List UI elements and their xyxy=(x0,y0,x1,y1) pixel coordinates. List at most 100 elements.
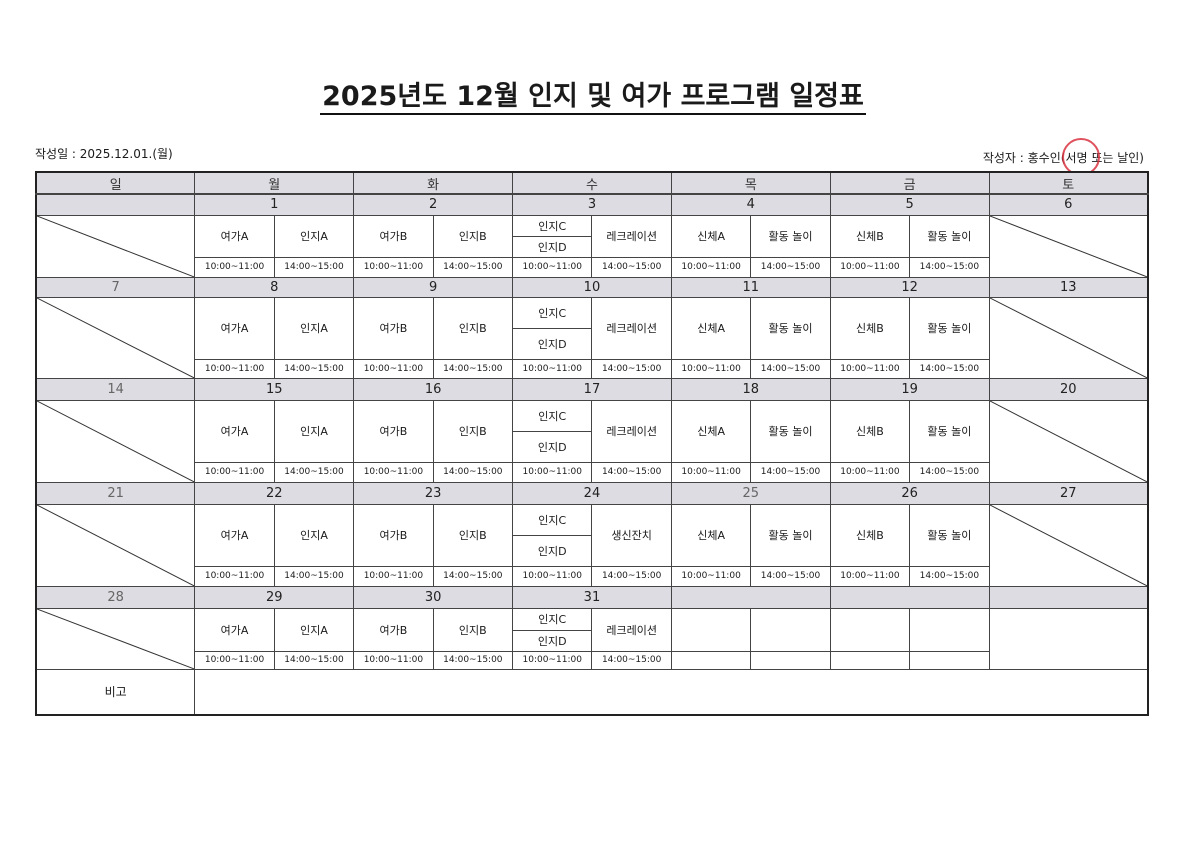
date-cell: 17 xyxy=(512,377,672,401)
time-row: 10:00~11:00 14:00~15:00 10:00~11:00 14:00~1… xyxy=(36,565,1148,587)
program-cell: 인지D xyxy=(512,629,593,652)
date-cell xyxy=(829,585,990,609)
program-row: 인지D xyxy=(36,430,1148,463)
program-row: 여가A 인지A 여가B 인지B 인지C 생신잔치 신체A 활동 놀이 신체B 활동 놀이 xyxy=(35,503,1149,587)
date-cell: 6 xyxy=(988,193,1149,216)
saturday-empty-cell xyxy=(988,503,1149,587)
empty-program-cell xyxy=(750,607,831,652)
weekday-header: 화 xyxy=(353,171,514,195)
time-cell: 14:00~15:00 xyxy=(591,358,672,379)
time-row: 10:00~11:00 14:00~15:00 10:00~11:00 14:00~1… xyxy=(36,650,1148,670)
program-cell: 여가B xyxy=(353,399,434,463)
date-cell: 8 xyxy=(194,276,355,298)
diagonal-line xyxy=(990,505,1147,586)
weekday-header: 일 xyxy=(35,171,196,195)
date-cell: 27 xyxy=(988,481,1149,505)
notes-row: 비고 xyxy=(35,668,1149,716)
date-cell: 2 xyxy=(353,193,514,216)
program-row: 여가A 인지A 여가B 인지B 인지C 레크레이션 신체A 활동 놀이 신체B 활동 놀이 xyxy=(35,296,1149,379)
date-cell: 30 xyxy=(353,585,514,609)
program-cell: 인지A xyxy=(273,503,355,567)
weekday-header: 월 xyxy=(194,171,355,195)
empty-time-cell xyxy=(670,650,752,670)
program-cell: 여가B xyxy=(353,607,434,652)
program-row: 인지D xyxy=(36,327,1148,360)
program-cell: 인지C xyxy=(512,607,593,631)
date-cell: 25 xyxy=(670,481,831,505)
diagonal-line xyxy=(990,298,1147,378)
time-cell: 14:00~15:00 xyxy=(432,650,514,670)
time-cell: 14:00~15:00 xyxy=(273,358,355,379)
time-cell: 14:00~15:00 xyxy=(750,565,831,587)
time-cell: 14:00~15:00 xyxy=(273,650,355,670)
title-text: 2025년도 12월 인지 및 여가 프로그램 일정표 xyxy=(320,81,866,115)
program-cell: 인지D xyxy=(512,327,593,360)
time-cell: 14:00~15:00 xyxy=(909,358,990,379)
program-cell: 여가A xyxy=(194,399,275,463)
time-cell: 10:00~11:00 xyxy=(670,256,752,278)
time-row: 10:00~11:00 14:00~15:00 10:00~11:00 14:00~1… xyxy=(36,358,1148,379)
time-cell: 14:00~15:00 xyxy=(591,565,672,587)
program-cell: 인지A xyxy=(273,214,355,258)
program-cell: 인지D xyxy=(512,534,593,567)
diagonal-line xyxy=(990,216,1147,277)
time-cell: 14:00~15:00 xyxy=(432,565,514,587)
program-cell: 신체A xyxy=(670,503,752,567)
diagonal-line xyxy=(37,401,194,482)
time-cell: 14:00~15:00 xyxy=(591,256,672,278)
empty-time-cell xyxy=(909,650,990,670)
program-row: 여가A 인지A 여가B 인지B 인지C 레크레이션 신체A 활동 놀이 신체B 활동 놀이 xyxy=(35,399,1149,483)
date-cell: 3 xyxy=(512,193,672,216)
program-cell: 레크레이션 xyxy=(591,296,672,360)
time-cell: 14:00~15:00 xyxy=(273,256,355,278)
program-cell: 활동 놀이 xyxy=(750,503,831,567)
program-cell: 여가B xyxy=(353,296,434,360)
program-row: 여가A 인지A 여가B 인지B 인지C 레크레이션 xyxy=(35,607,1149,670)
document-title: 2025년도 12월 인지 및 여가 프로그램 일정표 xyxy=(0,74,1186,115)
time-cell: 10:00~11:00 xyxy=(353,650,434,670)
program-cell: 인지B xyxy=(432,214,514,258)
program-cell: 인지B xyxy=(432,503,514,567)
time-cell: 14:00~15:00 xyxy=(432,358,514,379)
date-cell: 21 xyxy=(35,481,196,505)
empty-time-cell xyxy=(750,650,831,670)
program-cell: 인지C xyxy=(512,503,593,536)
sunday-empty-cell xyxy=(35,607,196,670)
program-cell: 여가A xyxy=(194,296,275,360)
date-cell: 31 xyxy=(512,585,672,609)
time-cell: 10:00~11:00 xyxy=(829,256,911,278)
program-cell: 인지C xyxy=(512,296,593,329)
time-cell: 10:00~11:00 xyxy=(829,358,911,379)
diagonal-line xyxy=(37,505,194,586)
date-cell: 4 xyxy=(670,193,831,216)
program-cell: 활동 놀이 xyxy=(750,214,831,258)
time-cell: 10:00~11:00 xyxy=(194,565,275,587)
program-cell: 신체B xyxy=(829,399,911,463)
empty-program-cell xyxy=(909,607,990,652)
date-row: 28 29 30 31 xyxy=(35,585,1149,609)
time-cell: 10:00~11:00 xyxy=(353,358,434,379)
date-cell: 23 xyxy=(353,481,514,505)
program-cell: 레크레이션 xyxy=(591,214,672,258)
program-cell: 인지B xyxy=(432,607,514,652)
time-cell: 10:00~11:00 xyxy=(829,461,911,483)
saturday-empty-cell xyxy=(988,399,1149,483)
program-cell: 여가A xyxy=(194,503,275,567)
time-cell: 10:00~11:00 xyxy=(670,565,752,587)
time-cell: 14:00~15:00 xyxy=(273,461,355,483)
date-row: 14 15 16 17 18 19 20 xyxy=(35,377,1149,401)
time-cell: 10:00~11:00 xyxy=(353,461,434,483)
time-cell: 14:00~15:00 xyxy=(909,461,990,483)
program-cell: 활동 놀이 xyxy=(909,296,990,360)
empty-program-cell xyxy=(829,607,911,652)
date-cell: 24 xyxy=(512,481,672,505)
date-cell: 28 xyxy=(35,585,196,609)
empty-time-cell xyxy=(829,650,911,670)
time-cell: 14:00~15:00 xyxy=(909,565,990,587)
date-cell: 7 xyxy=(35,276,196,298)
program-cell: 생신잔치 xyxy=(591,503,672,567)
program-cell: 여가B xyxy=(353,503,434,567)
time-cell: 14:00~15:00 xyxy=(591,650,672,670)
